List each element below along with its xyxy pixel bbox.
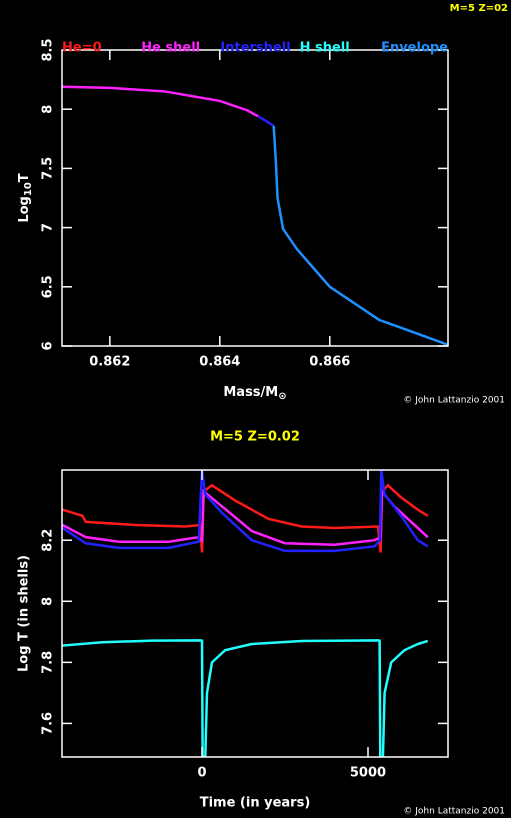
- y-tick-label: 8.2: [41, 529, 56, 552]
- credit: © John Lattanzio 2001: [403, 396, 505, 406]
- x-axis-label: Mass/M⊙: [223, 385, 286, 403]
- series-line: [62, 639, 429, 757]
- x-axis-label-part: Mass/M: [223, 385, 278, 400]
- y-tick-label: 6.5: [41, 275, 56, 298]
- x-tick-label: 5000: [350, 766, 386, 781]
- series-line: [62, 483, 429, 553]
- x-axis-label-sub: ⊙: [278, 391, 286, 402]
- credit: © John Lattanzio 2001: [403, 807, 505, 817]
- corner-label: M=5 Z=02: [450, 3, 508, 14]
- legend-entry: He shell: [141, 41, 200, 56]
- legend-entry: H shell: [300, 41, 350, 56]
- series-line: [257, 115, 275, 127]
- y-axis-label: Log10T: [17, 173, 35, 222]
- y-tick-label: 7: [41, 223, 56, 232]
- y-axis-label: Log T (in shells): [17, 555, 32, 672]
- legend-entry: He=0: [62, 41, 102, 56]
- y-tick-label: 7.8: [41, 651, 56, 674]
- plot-frame: [61, 469, 449, 758]
- x-axis-label: Time (in years): [200, 796, 311, 811]
- x-tick-label: 0.862: [89, 355, 130, 370]
- y-tick-label: 8: [41, 597, 56, 606]
- plot-frame: [61, 49, 449, 347]
- legend-entry: Envelope: [381, 41, 448, 56]
- legend-entry: Intershell: [220, 41, 290, 56]
- y-tick-label: 8: [41, 105, 56, 114]
- y-axis-label-sub: 10: [23, 182, 34, 196]
- series-line: [62, 470, 429, 553]
- x-tick-label: 0: [197, 766, 206, 781]
- chart-title: M=5 Z=0.02: [210, 430, 300, 445]
- y-axis-label-part: T: [17, 173, 32, 182]
- y-tick-label: 8.5: [41, 38, 56, 61]
- y-axis-label-part: Log: [17, 196, 32, 223]
- x-tick-label: 0.866: [309, 355, 350, 370]
- x-tick-label: 0.864: [199, 355, 240, 370]
- y-tick-label: 6: [41, 341, 56, 350]
- y-tick-label: 7.5: [41, 157, 56, 180]
- series-line: [62, 85, 259, 118]
- y-tick-label: 7.6: [41, 712, 56, 735]
- series-line: [272, 125, 448, 346]
